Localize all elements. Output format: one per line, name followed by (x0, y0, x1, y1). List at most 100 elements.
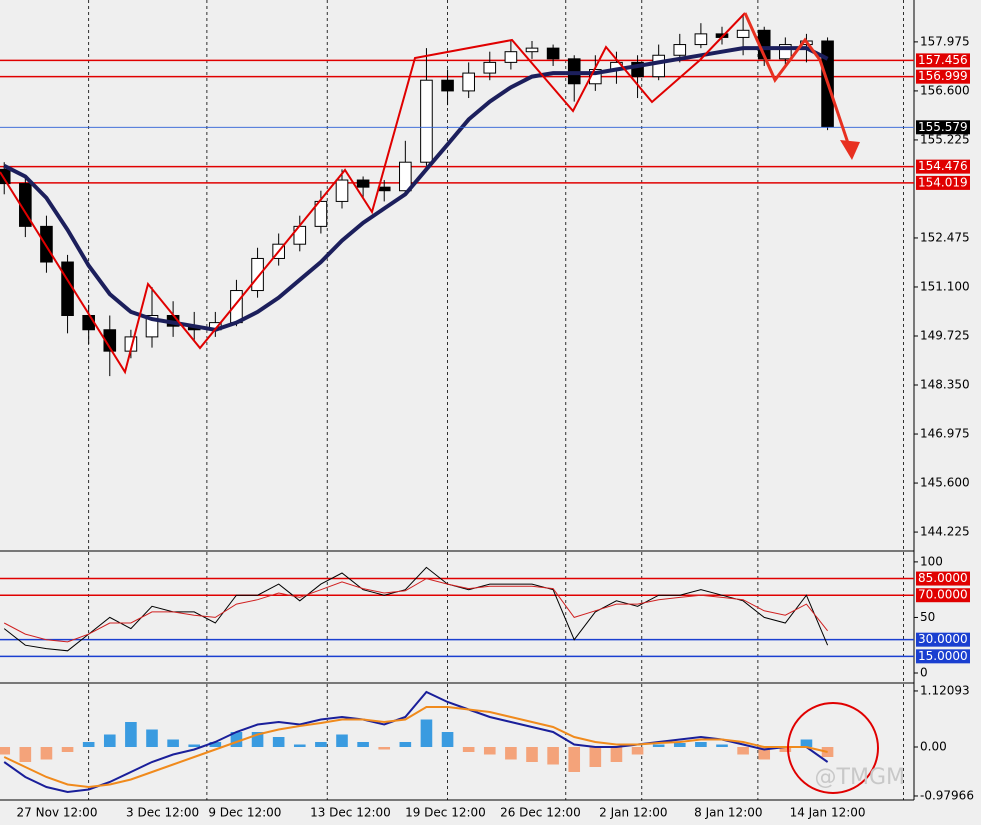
level-badge (916, 175, 970, 190)
level-badge (916, 53, 970, 68)
trend-arrow (743, 12, 854, 156)
candle-body (631, 61, 644, 78)
level-badge (916, 588, 970, 603)
candle-body (230, 290, 243, 324)
x-tick-label: 9 Dec 12:00 (208, 806, 281, 820)
indicator-line (3, 706, 828, 789)
candle-body (546, 47, 560, 60)
y-tick-label: 0 (920, 666, 928, 680)
candle-body (145, 314, 159, 338)
y-tick-label: 0.00 (920, 740, 947, 754)
level-badge (916, 649, 970, 664)
histogram-bar (230, 732, 243, 747)
level-label: 157.456 (918, 53, 968, 67)
histogram-bar (188, 744, 201, 747)
candle-body (462, 72, 475, 92)
histogram-bar (737, 747, 749, 755)
candle-body (673, 44, 687, 56)
moving-average (3, 46, 829, 332)
histogram-bar (0, 747, 11, 755)
level-label: 85.0000 (918, 571, 968, 585)
level-label: 154.019 (918, 175, 968, 189)
candle-body (420, 79, 433, 163)
candle-body (441, 79, 454, 92)
histogram-bar (125, 722, 137, 747)
histogram-bar (547, 747, 559, 765)
x-tick-label: 19 Dec 12:00 (405, 806, 486, 820)
histogram-bar (420, 719, 433, 747)
level-label: 15.0000 (918, 649, 968, 663)
candle-body (335, 179, 349, 202)
candle-body (61, 261, 74, 316)
candle-body (314, 200, 328, 227)
y-tick-label: 151.100 (920, 279, 970, 293)
candle-body (40, 225, 53, 263)
candle-body (736, 29, 750, 38)
level-label: 156.999 (918, 69, 968, 83)
watermark: @TMGM (815, 765, 905, 790)
histogram-bar (82, 742, 95, 747)
histogram-bar (526, 747, 538, 762)
level-badge (916, 571, 970, 586)
y-tick-label: 144.225 (920, 525, 970, 539)
histogram-bar (800, 739, 813, 747)
last-price-label: 155.579 (918, 120, 968, 134)
histogram-bar (103, 734, 116, 747)
candle-body (504, 51, 518, 63)
y-tick-label: 50 (920, 610, 935, 624)
y-tick-label: 145.600 (920, 476, 970, 490)
level-label: 154.476 (918, 159, 968, 173)
histogram-bar (652, 744, 665, 747)
histogram-bar (673, 743, 686, 747)
last-price-badge (916, 120, 970, 135)
level-badge (916, 159, 970, 174)
histogram-bar (336, 734, 348, 747)
indicator-line (3, 578, 828, 643)
histogram-bar (315, 742, 327, 747)
candle-body (652, 54, 665, 78)
y-tick-label: 152.475 (920, 230, 970, 244)
x-tick-label: 8 Jan 12:00 (694, 806, 762, 820)
x-tick-label: 14 Jan 12:00 (790, 806, 866, 820)
histogram-bar (441, 732, 454, 747)
histogram-bar (589, 747, 602, 767)
histogram-bar (357, 742, 369, 747)
histogram-bar (19, 747, 32, 762)
x-tick-label: 2 Jan 12:00 (599, 806, 667, 820)
highlight-circle (787, 702, 879, 794)
x-tick-label: 27 Nov 12:00 (17, 806, 98, 820)
y-tick-label: 1.12093 (920, 683, 970, 697)
histogram-bar (631, 747, 644, 755)
candle-body (525, 47, 539, 53)
histogram-bar (146, 729, 158, 747)
histogram-bar (40, 747, 53, 760)
histogram-bar (167, 739, 179, 747)
x-tick-label: 13 Dec 12:00 (310, 806, 391, 820)
y-tick-label: 155.225 (920, 132, 970, 146)
histogram-bar (251, 732, 264, 747)
histogram-bar (758, 747, 771, 760)
histogram-bar (505, 747, 517, 760)
y-tick-label: 157.975 (920, 34, 970, 48)
candle-body (251, 257, 264, 292)
histogram-bar (695, 742, 707, 747)
histogram-bar (209, 742, 222, 747)
candle-body (82, 314, 95, 331)
zigzag-annotation (0, 12, 746, 375)
candle-body (356, 179, 370, 188)
level-label: 70.0000 (918, 588, 968, 602)
candle-body (483, 61, 497, 74)
histogram-bar (462, 747, 475, 752)
level-badge (916, 632, 970, 647)
histogram-bar (610, 747, 623, 762)
histogram-bar (483, 747, 496, 755)
level-label: 30.0000 (918, 632, 968, 646)
histogram-bar (399, 742, 412, 747)
arrow-head (840, 140, 860, 160)
candle-body (399, 161, 412, 192)
histogram-bar (378, 747, 391, 750)
y-tick-label: 146.975 (920, 427, 970, 441)
candle-body (779, 44, 792, 60)
histogram-bar (716, 744, 728, 747)
